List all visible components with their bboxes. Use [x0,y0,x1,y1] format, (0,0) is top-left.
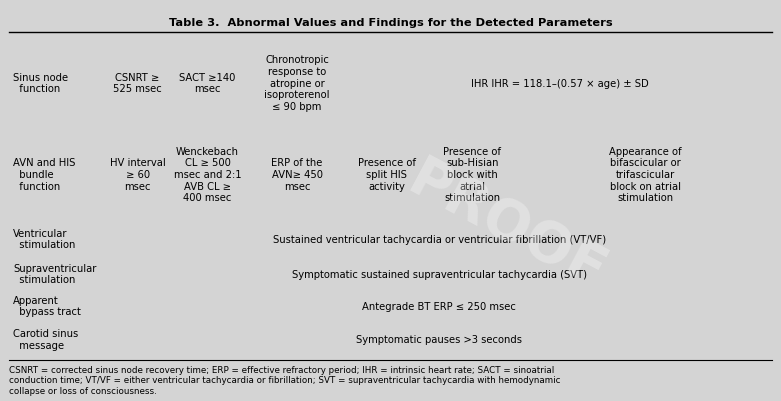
Text: Symptomatic sustained supraventricular tachycardia (SVT): Symptomatic sustained supraventricular t… [291,269,587,279]
Text: Antegrade BT ERP ≤ 250 msec: Antegrade BT ERP ≤ 250 msec [362,301,516,311]
Text: Presence of
sub-Hisian
block with
atrial
stimulation: Presence of sub-Hisian block with atrial… [443,146,501,203]
Text: Wenckebach
CL ≥ 500
msec and 2:1
AVB CL ≥
400 msec: Wenckebach CL ≥ 500 msec and 2:1 AVB CL … [174,146,241,203]
Text: Carotid sinus
  message: Carotid sinus message [13,328,78,350]
Text: Supraventricular
  stimulation: Supraventricular stimulation [13,263,96,285]
Text: Table 3.  Abnormal Values and Findings for the Detected Parameters: Table 3. Abnormal Values and Findings fo… [169,18,612,28]
Text: AVN and HIS
  bundle
  function: AVN and HIS bundle function [13,158,76,191]
Text: Appearance of
bifascicular or
trifascicular
block on atrial
stimulation: Appearance of bifascicular or trifascicu… [609,146,682,203]
Text: Chronotropic
response to
atropine or
isoproterenol
≤ 90 bpm: Chronotropic response to atropine or iso… [264,55,330,111]
Text: Sinus node
  function: Sinus node function [13,73,68,94]
Text: Presence of
split HIS
activity: Presence of split HIS activity [358,158,415,191]
Text: Sustained ventricular tachycardia or ventricular fibrillation (VT/VF): Sustained ventricular tachycardia or ven… [273,234,606,244]
Text: Ventricular
  stimulation: Ventricular stimulation [13,228,76,250]
Text: Symptomatic pauses >3 seconds: Symptomatic pauses >3 seconds [356,334,522,344]
Text: Apparent
  bypass tract: Apparent bypass tract [13,295,81,317]
Text: ERP of the
AVN≥ 450
msec: ERP of the AVN≥ 450 msec [272,158,323,191]
Text: SACT ≥140
msec: SACT ≥140 msec [180,73,236,94]
Text: CSNRT ≥
525 msec: CSNRT ≥ 525 msec [113,73,162,94]
Text: PROOF: PROOF [399,152,615,301]
Text: IHR IHR = 118.1–(0.57 × age) ± SD: IHR IHR = 118.1–(0.57 × age) ± SD [471,79,649,89]
Text: HV interval
≥ 60
msec: HV interval ≥ 60 msec [109,158,166,191]
Text: CSNRT = corrected sinus node recovery time; ERP = effective refractory period; I: CSNRT = corrected sinus node recovery ti… [9,365,561,395]
